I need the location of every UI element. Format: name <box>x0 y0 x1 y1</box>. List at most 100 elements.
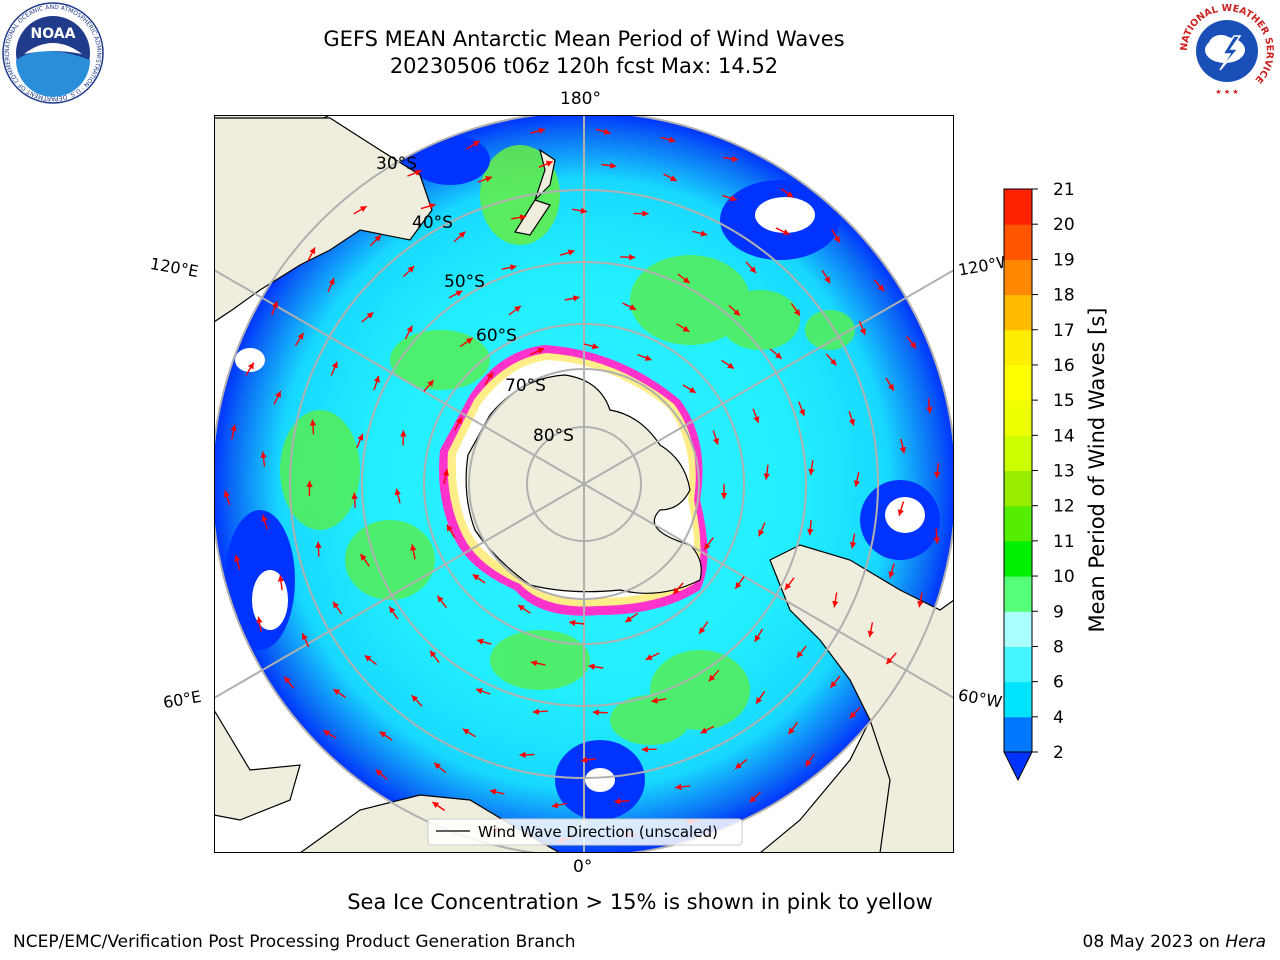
noaa-logo: NATIONAL OCEANIC AND ATMOSPHERIC ADMINIS… <box>0 0 104 104</box>
colorbar-under-arrow <box>1003 751 1033 782</box>
wind-wave-arrow-head <box>754 634 761 642</box>
wind-wave-arrow-head <box>545 160 553 167</box>
wind-wave-arrow-head <box>699 627 706 634</box>
colorbar-segment <box>1004 681 1032 718</box>
wind-wave-arrow-head <box>651 697 658 704</box>
wind-wave-arrow-head <box>573 295 580 302</box>
polar-map: 30°S 40°S 50°S 60°S 70°S 80°S Wind Wave … <box>213 114 955 854</box>
colorbar-tick-label: 10 <box>1053 567 1075 587</box>
wind-wave-arrow-head <box>373 376 380 383</box>
wind-wave-arrow-head <box>428 203 436 210</box>
wind-wave-arrow-head <box>400 430 407 437</box>
wind-wave-arrow-head <box>849 711 857 719</box>
footer-date: 08 May 2023 on Hera <box>1083 932 1267 952</box>
colorbar-segment <box>1004 224 1032 260</box>
wind-wave-arrow-head <box>603 128 611 135</box>
wind-wave-arrow-head <box>909 341 916 349</box>
colorbar-segment <box>1004 435 1032 471</box>
wind-wave-arrow-head <box>519 214 527 221</box>
lat-label-40s: 40°S <box>412 213 453 233</box>
wind-wave-arrow-head <box>272 301 278 308</box>
colorbar-tick-label: 16 <box>1053 356 1075 376</box>
wind-wave-arrow-head <box>933 537 940 544</box>
wind-wave-arrow-head <box>456 417 462 424</box>
wind-wave-arrow-head <box>610 162 617 169</box>
wind-wave-arrow-head <box>360 553 367 561</box>
wind-wave-arrow-head <box>592 709 599 716</box>
lat-label-80s: 80°S <box>533 426 574 446</box>
lon-label-120e: 120°E <box>148 253 200 282</box>
wind-wave-arrow-head <box>645 654 653 660</box>
wind-wave-arrow-head <box>455 290 463 297</box>
wind-wave-arrow-head <box>223 490 230 498</box>
wind-wave-arrow-head <box>788 727 795 735</box>
wind-wave-arrow-head <box>786 191 794 198</box>
wind-wave-arrow-head <box>389 606 396 614</box>
lon-label-0: 0° <box>573 857 593 877</box>
colorbar-segment <box>1004 259 1032 296</box>
wind-wave-arrow-head <box>727 362 734 369</box>
wind-wave-arrow-head <box>799 409 805 416</box>
wind-wave-arrow-head <box>519 751 526 758</box>
wind-wave-arrow-head <box>364 655 372 662</box>
wind-wave-arrow-head <box>877 284 884 292</box>
wind-wave-arrow-head <box>581 756 588 764</box>
wind-wave-arrow-head <box>700 230 708 237</box>
wind-wave-arrow-head <box>306 480 313 487</box>
wind-wave-arrow-head <box>351 492 358 499</box>
colorbar-svg: 2 4 6 8 9 10 11 12 13 14 15 16 17 18 19 20 21 Mean Perio… <box>1003 180 1109 782</box>
wind-wave-arrow-head <box>704 542 711 550</box>
colorbar-tick-label: 15 <box>1053 391 1075 411</box>
wind-wave-arrow-head <box>406 325 413 333</box>
wind-wave-arrow-head <box>359 206 367 212</box>
wind-wave-arrow-head <box>731 155 739 162</box>
wind-wave-arrow-head <box>432 802 440 809</box>
wind-wave-arrow-head <box>437 595 444 603</box>
wind-wave-arrow-head <box>476 688 483 695</box>
graticule <box>214 115 954 853</box>
colorbar-tick-label: 19 <box>1053 250 1075 270</box>
wind-wave-arrow-head <box>434 762 441 770</box>
wind-wave-arrow-head <box>486 372 493 379</box>
wind-wave-arrow-head <box>859 328 866 335</box>
wind-wave-arrow-head <box>411 695 419 702</box>
latitude-labels: 30°S 40°S 50°S 60°S 70°S 80°S <box>376 154 574 446</box>
wind-wave-arrow-head <box>518 605 525 611</box>
wind-wave-arrow-head <box>256 616 263 624</box>
wind-wave-arrow-head <box>897 509 904 516</box>
wind-wave-arrow-head <box>625 616 633 623</box>
colorbar-segment <box>1004 400 1032 436</box>
wind-wave-arrow-head <box>567 249 575 256</box>
wind-wave-arrow-head <box>462 728 470 735</box>
wind-wave-arrow-head <box>477 638 484 645</box>
colorbar-segment <box>1004 364 1032 401</box>
wind-wave-arrow-head <box>309 419 317 426</box>
wind-wave-arrow-head <box>472 574 480 581</box>
wind-wave-arrow-head <box>782 229 790 235</box>
colorbar-tick-label: 17 <box>1053 321 1075 341</box>
colorbar-segment <box>1004 716 1032 753</box>
wind-wave-arrow-head <box>886 657 893 665</box>
wind-wave-arrow-head <box>775 352 782 359</box>
chart-title: GEFS MEAN Antarctic Mean Period of Wind … <box>323 27 845 51</box>
wind-wave-arrow-head <box>808 468 815 476</box>
colorbar-segment <box>1004 576 1032 612</box>
wind-wave-arrow-head <box>730 195 737 202</box>
wind-wave-arrow-head <box>580 207 587 214</box>
colorbar-tick-label: 8 <box>1053 637 1064 657</box>
wind-wave-arrow-head <box>427 380 434 387</box>
wind-wave-arrows <box>223 127 941 844</box>
lat-label-70s: 70°S <box>505 376 546 396</box>
wind-wave-arrow-head <box>302 633 308 641</box>
colorbar-tick-label: 6 <box>1053 673 1064 693</box>
wind-wave-arrow-head <box>407 266 415 273</box>
wind-wave-arrow-head <box>796 651 804 658</box>
wind-wave-arrow-head <box>485 176 492 182</box>
lon-label-60e: 60°E <box>161 686 203 713</box>
colorbar-tick-label: 20 <box>1053 215 1075 235</box>
wind-wave-arrow-head <box>641 746 648 753</box>
wind-wave-arrow-head <box>642 210 649 217</box>
colorbar-segment <box>1004 189 1032 225</box>
wind-wave-arrow-head <box>644 354 652 361</box>
footer-host: Hera <box>1225 932 1266 952</box>
